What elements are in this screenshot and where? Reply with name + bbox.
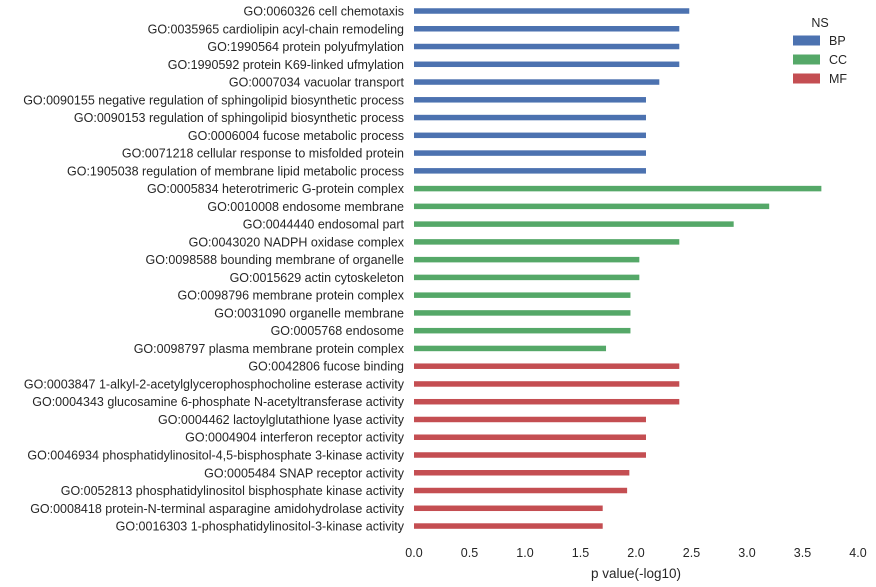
category-label: GO:0042806 fucose binding xyxy=(248,360,404,374)
category-label: GO:1990592 protein K69-linked ufmylation xyxy=(168,58,404,72)
bar xyxy=(414,487,628,494)
category-label: GO:0004462 lactoylglutathione lyase acti… xyxy=(158,413,405,427)
bar xyxy=(414,505,603,512)
x-tick-label: 1.0 xyxy=(516,546,533,560)
category-label: GO:0052813 phosphatidylinositol bisphosp… xyxy=(61,484,405,498)
category-label: GO:0015629 actin cytoskeleton xyxy=(230,271,404,285)
x-tick-label: 0.5 xyxy=(461,546,478,560)
bar xyxy=(414,150,646,156)
legend-label: CC xyxy=(829,53,847,67)
bar xyxy=(414,97,646,103)
category-label: GO:0071218 cellular response to misfolde… xyxy=(122,147,404,161)
bar xyxy=(414,381,680,387)
bar xyxy=(414,434,646,440)
x-axis-label: p value(-log10) xyxy=(591,566,681,581)
category-label: GO:0006004 fucose metabolic process xyxy=(188,129,404,143)
x-tick-label: 1.5 xyxy=(572,546,589,560)
category-label: GO:0044440 endosomal part xyxy=(243,218,405,232)
legend-swatch xyxy=(793,54,820,65)
category-label: GO:0035965 cardiolipin acyl-chain remode… xyxy=(148,22,404,36)
category-label: GO:0004904 interferon receptor activity xyxy=(185,431,405,445)
bar xyxy=(414,168,646,174)
bar xyxy=(414,310,631,316)
category-label: GO:0043020 NADPH oxidase complex xyxy=(189,235,405,249)
category-label: GO:0004343 glucosamine 6-phosphate N-ace… xyxy=(32,395,404,409)
bar xyxy=(414,274,640,281)
bar xyxy=(414,327,631,334)
category-label: GO:0060326 cell chemotaxis xyxy=(243,5,404,19)
category-label: GO:0007034 vacuolar transport xyxy=(229,76,405,90)
x-tick-label: 4.0 xyxy=(849,546,866,560)
bar xyxy=(414,132,646,139)
category-labels: GO:0060326 cell chemotaxis GO:0035965 car… xyxy=(23,5,405,534)
category-label: GO:0098588 bounding membrane of organell… xyxy=(145,253,404,267)
bar xyxy=(414,345,607,352)
bar xyxy=(414,452,646,458)
category-label: GO:1905038 regulation of membrane lipid … xyxy=(67,164,404,178)
bar xyxy=(414,26,680,32)
bar xyxy=(414,256,640,263)
bar xyxy=(414,416,646,423)
category-label: GO:0010008 endosome membrane xyxy=(207,200,404,214)
category-label: GO:1990564 protein polyufmylation xyxy=(207,40,404,54)
legend: NS BP CC MF xyxy=(793,16,847,86)
category-label: GO:0016303 1-phosphatidylinositol-3-kina… xyxy=(116,520,405,534)
legend-swatch xyxy=(793,35,820,46)
category-label: GO:0005484 SNAP receptor activity xyxy=(204,466,405,480)
bars xyxy=(414,8,822,529)
category-label: GO:0098797 plasma membrane protein compl… xyxy=(134,342,405,356)
category-label: GO:0008418 protein-N-terminal asparagine… xyxy=(30,502,405,516)
legend-swatch xyxy=(793,73,820,84)
x-tick-label: 2.5 xyxy=(683,546,700,560)
bar xyxy=(414,203,770,210)
x-tick-label: 0.0 xyxy=(405,546,422,560)
bar xyxy=(414,43,680,50)
legend-label: MF xyxy=(829,72,847,86)
bar xyxy=(414,239,680,245)
category-label: GO:0031090 organelle membrane xyxy=(214,306,404,320)
bar xyxy=(414,398,680,405)
bar xyxy=(414,185,822,192)
bar xyxy=(414,363,680,369)
category-label: GO:0005768 endosome xyxy=(271,324,404,338)
bar xyxy=(414,221,734,227)
legend-label: BP xyxy=(829,34,846,48)
x-tick-label: 3.5 xyxy=(794,546,811,560)
bar xyxy=(414,114,646,121)
bar xyxy=(414,470,630,476)
x-tick-label: 2.0 xyxy=(627,546,644,560)
bar xyxy=(414,523,603,529)
category-label: GO:0098796 membrane protein complex xyxy=(177,289,404,303)
bar xyxy=(414,61,680,68)
bar xyxy=(414,8,690,14)
legend-title: NS xyxy=(811,16,828,30)
category-label: GO:0005834 heterotrimeric G-protein comp… xyxy=(147,182,405,196)
category-label: GO:0090155 negative regulation of sphing… xyxy=(23,93,404,107)
x-tick-label: 3.0 xyxy=(738,546,755,560)
x-axis-ticks: 0.0 0.5 1.0 1.5 2.0 2.5 3.0 3.5 4.0 xyxy=(405,546,866,560)
category-label: GO:0046934 phosphatidylinositol-4,5-bisp… xyxy=(27,449,404,463)
category-label: GO:0090153 regulation of sphingolipid bi… xyxy=(74,111,404,125)
category-label: GO:0003847 1-alkyl-2-acetylglycerophosph… xyxy=(24,377,405,391)
bar xyxy=(414,292,631,298)
bar xyxy=(414,79,660,85)
